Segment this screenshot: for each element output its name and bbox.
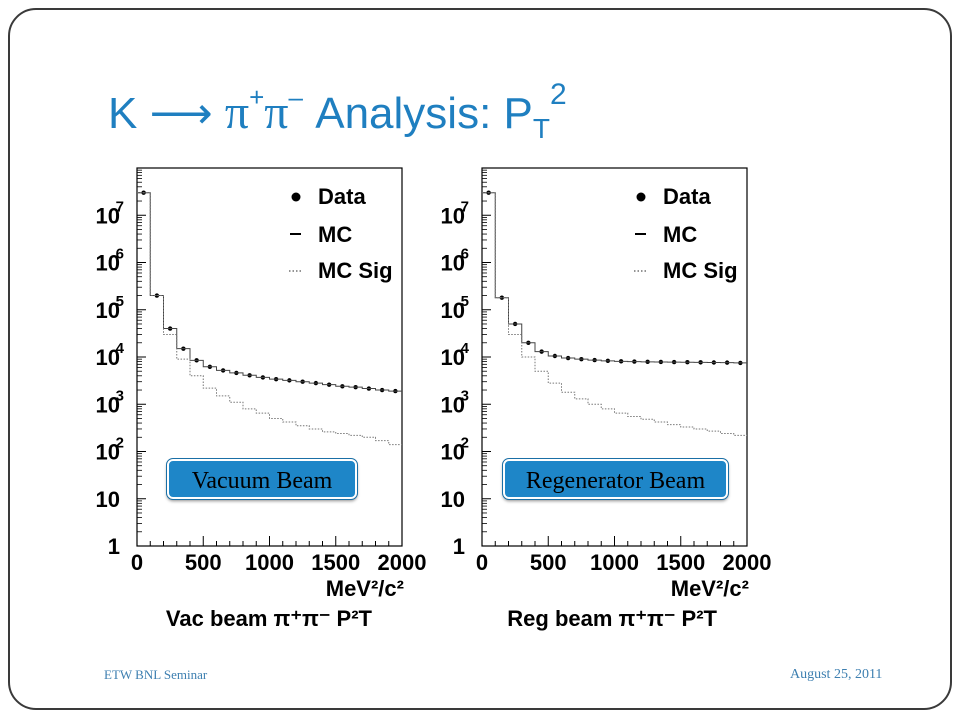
- y-tick-exponent: 5: [116, 293, 124, 310]
- y-tick-label: 10: [96, 203, 120, 228]
- footer-date: August 25, 2011: [790, 667, 883, 682]
- legend-label: MC: [663, 222, 697, 247]
- title-prefix: K ⟶: [108, 89, 225, 138]
- y-tick-label: 10: [96, 440, 120, 465]
- y-tick-label: 10: [96, 251, 120, 276]
- x-axis-title: Reg beam π⁺π⁻ P²T: [507, 606, 717, 631]
- x-tick-label: 0: [476, 550, 488, 575]
- x-tick-label: 500: [530, 550, 567, 575]
- title-pi-plus: π: [224, 86, 250, 139]
- title-subscript: T: [532, 113, 550, 144]
- y-tick-label: 10: [441, 251, 465, 276]
- mc-histogram: [137, 192, 402, 392]
- x-tick-label: 1500: [656, 550, 705, 575]
- y-tick-exponent: 6: [461, 246, 469, 263]
- title-superscript: 2: [549, 78, 567, 111]
- y-tick-label: 10: [441, 440, 465, 465]
- footer-seminar: ETW BNL Seminar: [104, 667, 208, 682]
- legend-label: MC Sig: [663, 258, 738, 283]
- x-axis-unit: MeV²/c²: [326, 576, 404, 601]
- legend-label: MC: [318, 222, 352, 247]
- y-tick-label: 1: [453, 534, 465, 559]
- legend-label: Data: [663, 184, 711, 209]
- slide-frame: [8, 8, 952, 710]
- y-tick-exponent: 2: [461, 435, 469, 452]
- y-tick-label: 10: [96, 298, 120, 323]
- slide-title: K ⟶ π+π– Analysis: PT2: [108, 78, 567, 145]
- y-tick-label: 1: [108, 534, 120, 559]
- mc-sig-histogram: [137, 192, 402, 446]
- legend-label: Data: [318, 184, 366, 209]
- legend-label: MC Sig: [318, 258, 393, 283]
- y-tick-exponent: 4: [461, 340, 470, 357]
- y-tick-label: 10: [441, 392, 465, 417]
- y-tick-exponent: 5: [461, 293, 469, 310]
- y-tick-label: 10: [96, 392, 120, 417]
- y-tick-label: 10: [441, 345, 465, 370]
- vacuum-beam-badge: Vacuum Beam: [166, 458, 358, 500]
- y-tick-label: 10: [441, 203, 465, 228]
- legend-data-marker: [636, 192, 646, 202]
- title-analysis: Analysis: P: [303, 89, 533, 138]
- title-plus: +: [249, 82, 265, 112]
- regenerator-beam-badge: Regenerator Beam: [502, 458, 729, 500]
- x-tick-label: 1000: [245, 550, 294, 575]
- y-tick-exponent: 4: [116, 340, 125, 357]
- x-tick-label: 500: [185, 550, 222, 575]
- mc-sig-histogram: [482, 192, 747, 436]
- x-tick-label: 0: [131, 550, 143, 575]
- y-tick-exponent: 7: [461, 198, 469, 215]
- y-tick-label: 10: [441, 298, 465, 323]
- y-tick-exponent: 3: [116, 387, 124, 404]
- x-tick-label: 2000: [723, 550, 772, 575]
- legend-data-marker: [291, 192, 301, 202]
- x-axis-title: Vac beam π⁺π⁻ P²T: [166, 606, 373, 631]
- x-tick-label: 2000: [378, 550, 427, 575]
- title-minus: –: [288, 82, 303, 112]
- y-tick-exponent: 6: [116, 246, 124, 263]
- y-tick-exponent: 7: [116, 198, 124, 215]
- mc-histogram: [482, 192, 747, 364]
- y-tick-label: 10: [96, 487, 120, 512]
- x-axis-unit: MeV²/c²: [671, 576, 749, 601]
- title-pi-minus: π: [264, 86, 289, 139]
- x-tick-label: 1000: [590, 550, 639, 575]
- y-tick-exponent: 3: [461, 387, 469, 404]
- y-tick-label: 10: [441, 487, 465, 512]
- x-tick-label: 1500: [311, 550, 360, 575]
- y-tick-label: 10: [96, 345, 120, 370]
- y-tick-exponent: 2: [116, 435, 124, 452]
